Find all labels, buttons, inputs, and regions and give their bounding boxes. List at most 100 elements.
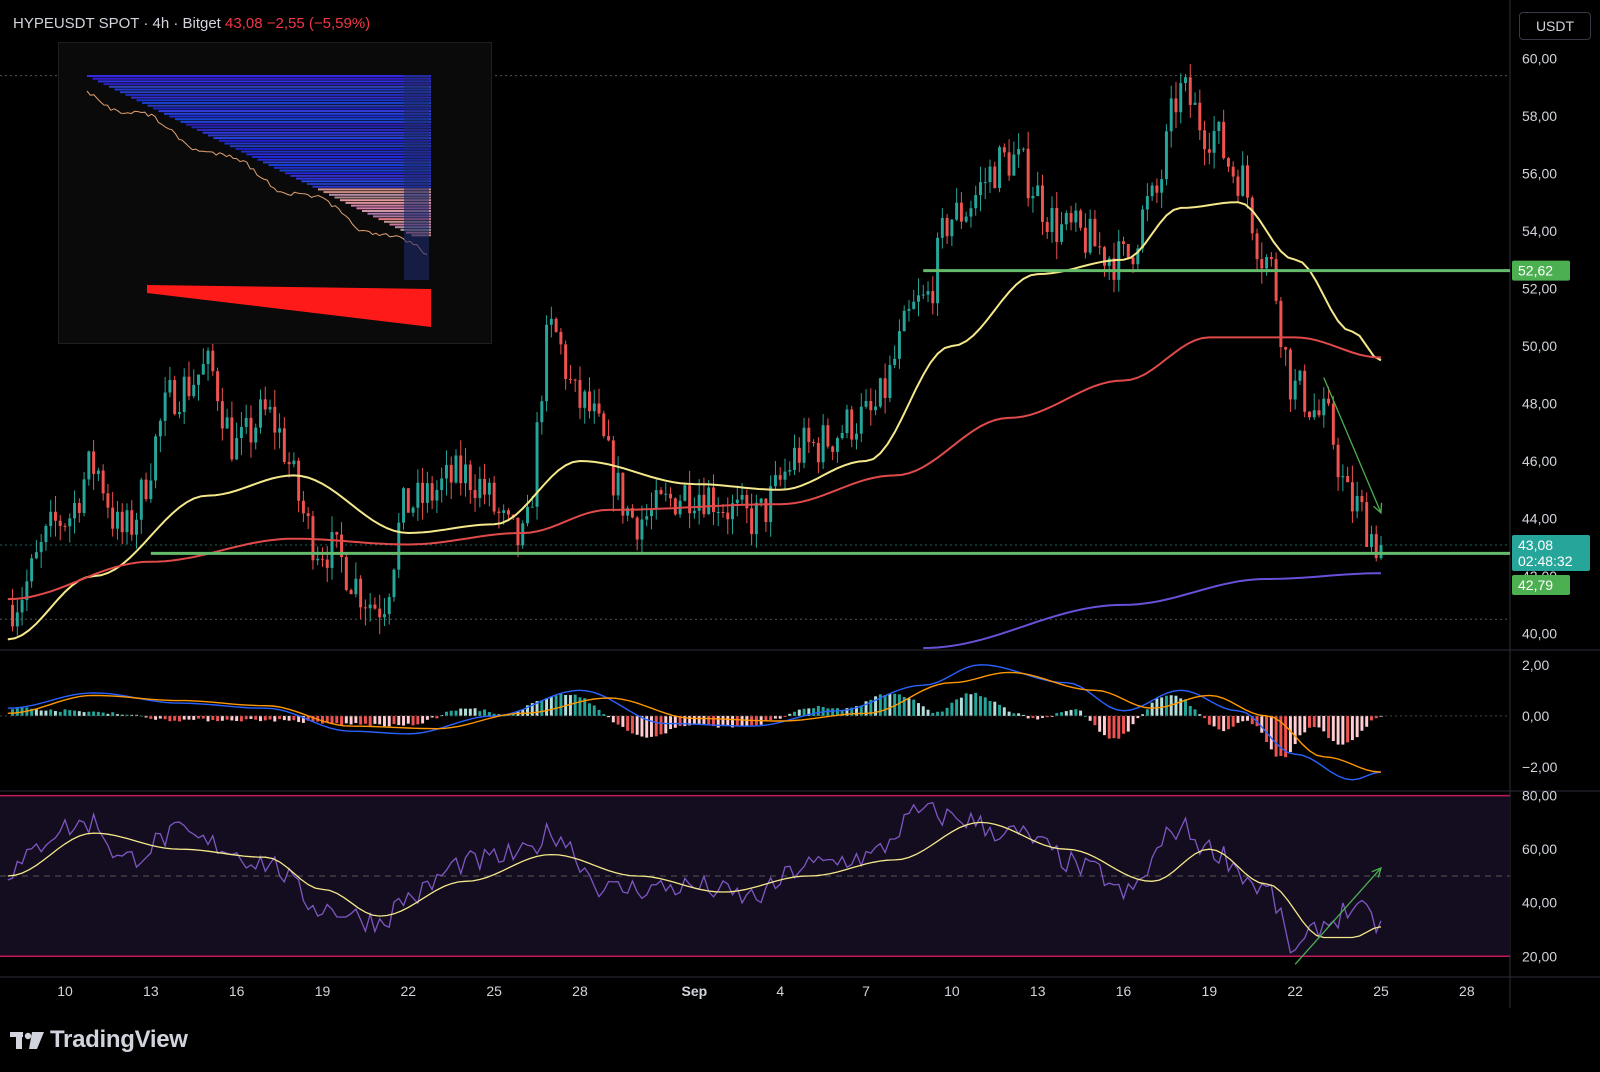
heatmap-row [263, 161, 431, 164]
candle [950, 219, 954, 237]
candle [1341, 476, 1345, 478]
macd-bar [63, 709, 67, 716]
heatmap-row [301, 180, 431, 183]
candle [1346, 476, 1350, 483]
heatmap-row [224, 142, 431, 145]
candle [340, 534, 344, 558]
candle [254, 427, 258, 443]
candle [506, 510, 510, 515]
macd-bar [158, 715, 162, 719]
candle [187, 376, 191, 397]
candle [616, 472, 620, 496]
candle [1098, 246, 1102, 248]
inset-area [147, 285, 431, 327]
candle [1203, 130, 1207, 150]
candle [259, 399, 262, 428]
heatmap-row [230, 145, 431, 148]
candle [502, 510, 506, 513]
ma-fast-line [7, 201, 1382, 641]
macd-bar [411, 715, 415, 726]
macd-bar [526, 705, 529, 716]
macd-bar [311, 715, 315, 722]
macd-bar [645, 715, 649, 738]
candle [521, 523, 525, 546]
candle [1040, 185, 1044, 223]
macd-bar [58, 711, 62, 716]
candle [807, 427, 811, 443]
level-tag-label: 42,79 [1518, 577, 1553, 593]
macd-bar [278, 715, 282, 720]
candle [354, 578, 358, 595]
candle [182, 376, 186, 413]
macd-bar [1179, 698, 1183, 716]
macd-bar [568, 695, 572, 716]
candle [1074, 210, 1078, 223]
candle [77, 502, 81, 513]
symbol-legend: HYPEUSDT SPOT · 4h · Bitget 43,08 −2,55 … [13, 15, 370, 32]
candle [902, 310, 906, 332]
candle [1045, 222, 1049, 232]
candle [154, 436, 158, 481]
macd-bar [425, 715, 429, 720]
macd-bar [30, 708, 34, 716]
candle [559, 331, 563, 345]
heatmap-row [186, 123, 431, 126]
candle [87, 451, 91, 480]
macd-bar [893, 693, 897, 716]
macd-bar [406, 715, 410, 724]
candle [840, 432, 844, 438]
candle [573, 379, 577, 381]
macd-bar [630, 715, 634, 734]
macd-bar [888, 693, 892, 716]
candle [1122, 241, 1125, 245]
candle [1365, 502, 1369, 547]
time-tick-label: 7 [862, 983, 870, 999]
candle [731, 503, 735, 520]
candle [1265, 256, 1269, 269]
macd-tick-label: 2,00 [1522, 657, 1549, 673]
macd-bar [1060, 712, 1064, 716]
candle [435, 490, 439, 501]
candle [58, 520, 62, 526]
macd-bar [259, 715, 262, 722]
candle [1231, 166, 1235, 177]
macd-bar [764, 715, 768, 722]
candle [53, 511, 57, 521]
macd-bar [692, 715, 696, 725]
candle [25, 581, 29, 601]
candle [440, 478, 444, 491]
candle [1303, 370, 1307, 412]
candle [797, 447, 801, 463]
candle [449, 464, 453, 483]
candle [321, 558, 324, 560]
price-change: −2,55 (−5,59%) [266, 15, 371, 32]
macd-bar [1074, 709, 1078, 716]
candle [530, 506, 534, 508]
currency-selector[interactable]: USDT [1519, 12, 1591, 40]
macd-bar [449, 710, 453, 716]
heatmap-row [351, 204, 431, 207]
candle [897, 331, 901, 359]
candle [1141, 209, 1145, 249]
heatmap-row [323, 191, 431, 194]
candle [473, 490, 477, 499]
price-tick-label: 54,00 [1522, 223, 1557, 239]
macd-bar [249, 715, 253, 719]
candle [983, 182, 987, 184]
candle [1250, 197, 1254, 234]
tradingview-brand[interactable]: TradingView [10, 1026, 188, 1054]
candle [1284, 347, 1288, 350]
heatmap-row [98, 80, 431, 83]
candle [335, 532, 339, 535]
candle [1293, 380, 1297, 400]
candle [888, 364, 892, 398]
candle [421, 482, 425, 503]
candle [1331, 403, 1335, 445]
candle [1184, 77, 1187, 84]
macd-bar [1002, 707, 1006, 716]
candle [669, 493, 673, 499]
candle [263, 399, 267, 410]
candle [406, 488, 410, 513]
candle [759, 498, 763, 503]
